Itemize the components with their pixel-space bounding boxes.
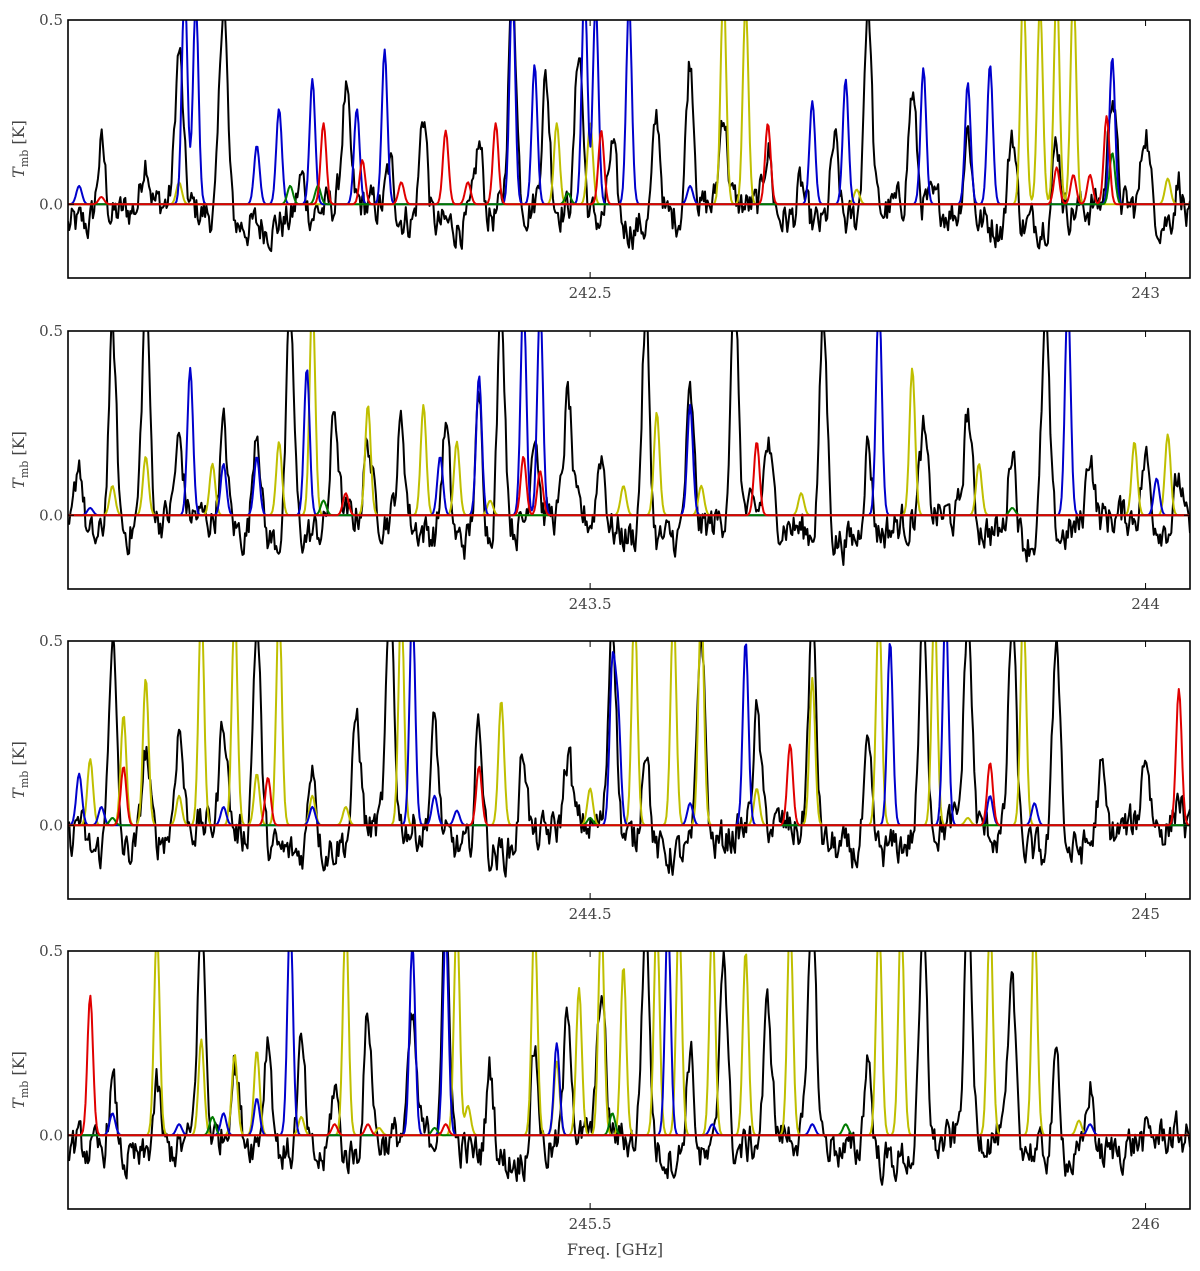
plot-area [68,331,1190,566]
x-tick-label: 243 [1131,284,1160,302]
panel-2: 0.5 0.0 243.5 244 Tmb [K] [9,322,1191,613]
series-observed [68,641,1190,878]
plot-frame [67,640,1191,900]
x-tick-label: 243.5 [569,595,612,613]
x-tick-label: 244.5 [569,905,612,923]
y-tick-label: 0.5 [39,11,63,29]
panel-3: 0.5 0.0 244.5 245 Tmb [K] [9,632,1191,923]
panel-4: 0.5 0.0 245.5 246 Tmb [K] [9,942,1191,1233]
y-tick-label: 0.0 [39,195,63,213]
series-model-red [68,688,1190,827]
series-model-yellow [68,641,1190,827]
series-model-red [68,994,1190,1137]
series-observed [68,951,1190,1186]
y-tick-label: 0.5 [39,322,63,340]
series-model-blue [68,331,1190,517]
y-tick-label: 0.0 [39,816,63,834]
plot-area [68,641,1190,878]
series-model-red [68,442,1190,517]
series-model-red [68,115,1190,206]
y-tick-label: 0.5 [39,942,63,960]
series-model-yellow [68,951,1190,1137]
y-axis-label: Tmb [K] [9,431,31,489]
y-tick-label: 0.0 [39,1126,63,1144]
y-axis-label: Tmb [K] [9,120,31,178]
y-tick-label: 0.0 [39,506,63,524]
plot-area [68,951,1190,1186]
series-model-yellow [68,331,1190,517]
x-tick-label: 245.5 [569,1215,612,1233]
x-axis-label: Freq. [GHz] [567,1240,663,1259]
series-observed [68,20,1190,253]
x-tick-label: 244 [1131,595,1160,613]
y-axis-label: Tmb [K] [9,741,31,799]
y-tick-label: 0.5 [39,632,63,650]
x-tick-label: 246 [1131,1215,1160,1233]
series-model-yellow [68,20,1190,206]
plot-frame [67,950,1191,1210]
y-axis-label: Tmb [K] [9,1051,31,1109]
series-observed [68,331,1190,566]
plot-frame [67,330,1191,590]
x-tick-label: 242.5 [569,284,612,302]
x-tick-label: 245 [1131,905,1160,923]
plot-frame [67,19,1191,279]
plot-area [68,20,1190,253]
panel-1: 0.5 0.0 242.5 243 Tmb [K] [9,11,1191,302]
series-model-green [68,152,1190,206]
